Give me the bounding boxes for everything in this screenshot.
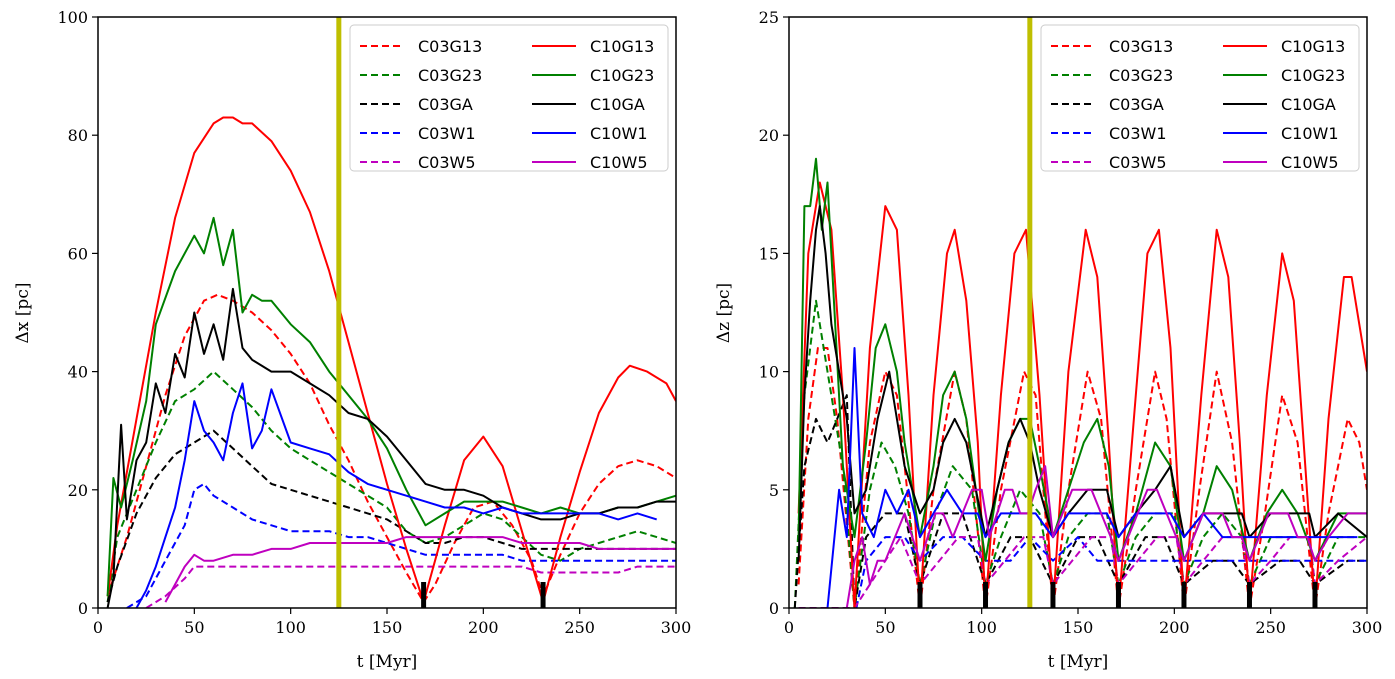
legend-label-c03ga: C03GA [418,95,473,114]
legend-label-c03g13: C03G13 [418,37,482,56]
legend-label-c10w5: C10W5 [1281,153,1339,172]
series-line-c03w1 [126,482,676,608]
series-line-c03w5 [145,565,676,608]
legend-label-c10g13: C10G13 [1281,37,1345,56]
legend-label-c10w1: C10W1 [590,124,648,143]
series-line-c10w1 [135,382,657,608]
legend-box [1040,24,1360,172]
x-tick-label: 300 [1352,618,1383,637]
legend-label-c03g13: C03G13 [1109,37,1173,56]
series-line-c03g13 [797,347,1367,608]
series-line-c03ga [793,394,1367,608]
series-line-c10ga [797,205,1367,561]
series-line-c03w5 [798,536,1367,608]
y-tick-label: 0 [78,599,88,618]
x-tick-label: 300 [661,618,692,637]
series-line-c10g23 [106,216,676,597]
x-tick-label: 200 [468,618,499,637]
left-panel-dx: Δx [pc] t [Myr] 0 50 100 150 200 250 300 0 20 40 6… [13,8,691,672]
y-tick-label: 15 [759,244,779,263]
legend-label-c03g23: C03G23 [418,66,482,85]
legend-label-c03w1: C03W1 [418,124,476,143]
legend-label-c03w1: C03W1 [1109,124,1167,143]
x-tick-label: 50 [875,618,895,637]
series-line-c10w5 [845,465,1367,608]
legend-label-c10g23: C10G23 [1281,66,1345,85]
x-tick-label: 100 [275,618,306,637]
legend-label-c10g23: C10G23 [590,66,654,85]
x-tick-label: 0 [784,618,794,637]
right-x-axis-label: t [Myr] [1048,652,1109,672]
left-y-axis-label: Δx [pc] [13,283,33,344]
legend-label-c03w5: C03W5 [418,153,476,172]
series-line-c10g13 [106,116,676,604]
series-line-c10ga [106,287,676,608]
legend-label-c03g23: C03G23 [1109,66,1173,85]
x-tick-label: 150 [372,618,403,637]
legend-label-c03ga: C03GA [1109,95,1164,114]
legend: C03G13 C03G23 C03GA C03W1 C03W5 C10G13 C10G23 C… [1040,24,1360,172]
y-tick-label: 25 [759,8,779,27]
x-tick-label: 200 [1159,618,1190,637]
y-tick-label: 10 [759,363,779,382]
series-line-c03g13 [106,293,676,604]
y-tick-label: 80 [68,126,88,145]
left-x-axis-label: t [Myr] [357,652,418,672]
x-tick-label: 150 [1063,618,1094,637]
y-tick-label: 100 [57,8,88,27]
series-line-c03ga [106,429,676,603]
y-tick-label: 60 [68,244,88,263]
y-tick-label: 40 [68,363,88,382]
legend: C03G13 C03G23 C03GA C03W1 C03W5 C10G13 C10G23 C… [349,24,669,172]
legend-label-c10g13: C10G13 [590,37,654,56]
legend-label-c10w5: C10W5 [590,153,648,172]
series-line-c10w5 [164,536,676,603]
x-tick-label: 250 [1255,618,1286,637]
y-tick-label: 5 [769,481,779,500]
x-tick-label: 0 [93,618,103,637]
legend-label-c10ga: C10GA [1281,95,1336,114]
legend-label-c03w5: C03W5 [1109,153,1167,172]
legend-label-c10ga: C10GA [590,95,645,114]
x-tick-label: 250 [564,618,595,637]
plot-area [106,17,676,608]
y-tick-label: 20 [68,481,88,500]
plot-area [793,17,1367,608]
x-tick-label: 100 [966,618,997,637]
x-tick-label: 50 [184,618,204,637]
series-line-c10g13 [797,181,1367,608]
right-y-axis-label: Δz [pc] [714,283,734,343]
legend-box [349,24,669,172]
y-tick-label: 0 [769,599,779,618]
y-tick-label: 20 [759,126,779,145]
right-panel-dz: Δz [pc] t [Myr] 0 50 100 150 200 250 300 0 5 10 15… [714,8,1382,672]
legend-label-c10w1: C10W1 [1281,124,1339,143]
